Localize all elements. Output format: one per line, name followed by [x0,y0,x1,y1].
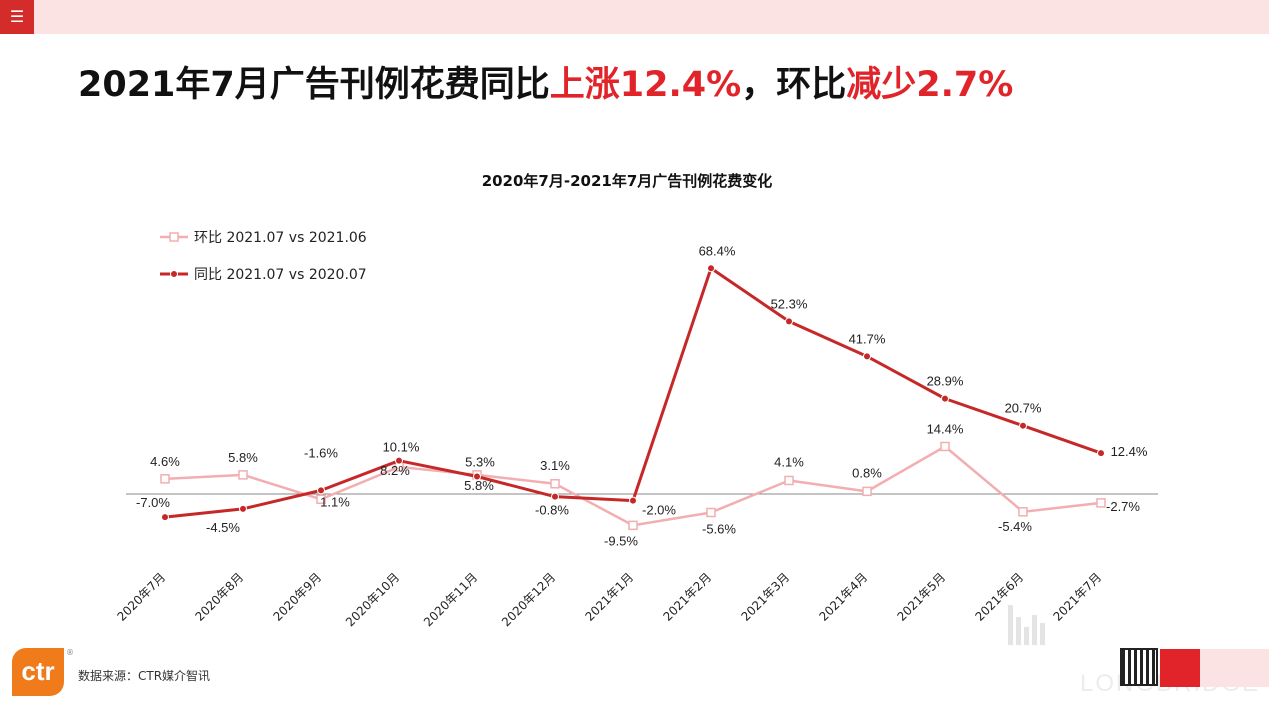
data-point-mom [160,474,170,484]
data-label-yoy: -4.5% [206,520,240,535]
legend-label-yoy: 同比 2021.07 vs 2020.07 [194,267,367,283]
data-point-mom [784,475,794,486]
data-point-yoy [161,513,169,522]
title-highlight-yoy: 上涨12.4% [549,65,742,105]
data-label-mom: 8.2% [380,463,410,478]
data-source: 数据来源：CTR媒介智讯 [78,669,211,683]
data-point-yoy [629,496,637,505]
legend: 环比 2021.07 vs 2021.06 同比 2021.07 vs 2020.… [160,230,367,283]
legend-marker-yoy [170,270,178,278]
x-tick-label: 2021年7月 [1050,570,1104,624]
corner-accent-pink [1200,649,1269,687]
x-tick-label: 2021年1月 [582,570,636,624]
data-label-mom: 3.1% [540,458,570,473]
title-part1: 2021年7月广告刊例花费同比 [78,65,550,105]
registered-mark: ® [66,648,74,657]
data-label-yoy: 10.1% [383,440,420,455]
data-label-yoy: -2.0% [642,503,676,518]
x-tick-label: 2021年2月 [660,570,714,624]
menu-icon[interactable]: ☰ [0,0,34,34]
x-tick-label: 2020年8月 [192,570,246,624]
series-line-yoy [164,266,1102,519]
x-tick-label: 2021年5月 [894,570,948,624]
data-point-mom [1018,507,1028,517]
data-point-mom [628,520,638,531]
data-label-yoy: 68.4% [699,243,736,258]
legend-label-mom: 环比 2021.07 vs 2021.06 [194,230,367,246]
data-label-mom: 14.4% [927,421,964,436]
x-tick-label: 2021年4月 [816,570,870,624]
title-highlight-mom: 减少2.7% [846,65,1014,105]
data-label-mom: -2.7% [1106,499,1140,514]
ctr-logo: ctr [12,648,64,696]
data-point-mom [550,479,560,489]
data-point-yoy [395,456,403,465]
data-point-yoy [1019,421,1027,430]
data-label-mom: -5.6% [702,521,736,536]
data-label-yoy: 5.3% [465,455,495,470]
data-point-mom [706,507,716,518]
data-label-mom: 4.6% [150,454,180,469]
data-label-yoy: 12.4% [1111,444,1148,459]
x-tick-label: 2021年3月 [738,570,792,624]
data-point-yoy [707,264,715,273]
page-title: 2021年7月广告刊例花费同比上涨12.4%，环比减少2.7% [78,56,1013,107]
series-layer [160,264,1106,531]
title-part3: ，环比 [741,65,847,105]
data-label-mom: -1.6% [304,445,338,460]
x-tick-labels: 2020年7月 2020年8月 2020年9月 2020年10月 2020年11月 202… [114,570,1104,629]
data-labels: 4.6% 5.8% -1.6% 8.2% 5.8% 3.1% -9.5% -5.6% 4.1% 0… [136,243,1148,548]
data-label-mom: 0.8% [852,465,882,480]
x-tick-label: 2020年9月 [270,570,324,624]
data-point-yoy [785,317,793,326]
data-label-yoy: 52.3% [771,296,808,311]
x-tick-label: 2020年7月 [114,570,168,624]
data-point-yoy [551,492,559,501]
data-point-mom [1096,498,1106,508]
data-point-yoy [239,504,247,513]
corner-accent-red [1160,649,1200,687]
data-point-yoy [473,472,481,481]
x-tick-label: 2020年12月 [499,570,558,629]
data-label-mom: -5.4% [998,519,1032,534]
data-label-yoy: 1.1% [320,494,350,509]
qr-code [1120,648,1158,686]
data-label-mom: 5.8% [228,450,258,465]
x-tick-label: 2020年10月 [343,570,402,629]
data-label-mom: -9.5% [604,533,638,548]
chart-title: 2020年7月-2021年7月广告刊例花费变化 [482,172,773,190]
data-point-yoy [1097,449,1105,458]
top-bar [0,0,1269,34]
data-point-yoy [941,394,949,403]
x-tick-label: 2020年11月 [421,570,480,629]
data-point-yoy [863,352,871,361]
data-point-yoy [317,486,325,495]
data-label-yoy: 20.7% [1005,401,1042,416]
data-point-mom [940,441,950,452]
data-label-mom: 5.8% [464,478,494,493]
data-label-yoy: -0.8% [535,503,569,518]
data-point-mom [316,494,326,505]
legend-marker-mom [169,232,179,242]
data-label-yoy: 28.9% [927,374,964,389]
data-label-yoy: 41.7% [849,331,886,346]
data-point-mom [238,470,248,480]
x-tick-label: 2021年6月 [972,570,1026,624]
data-point-mom [862,486,872,497]
data-label-mom: 4.1% [774,454,804,469]
data-label-yoy: -7.0% [136,495,170,510]
